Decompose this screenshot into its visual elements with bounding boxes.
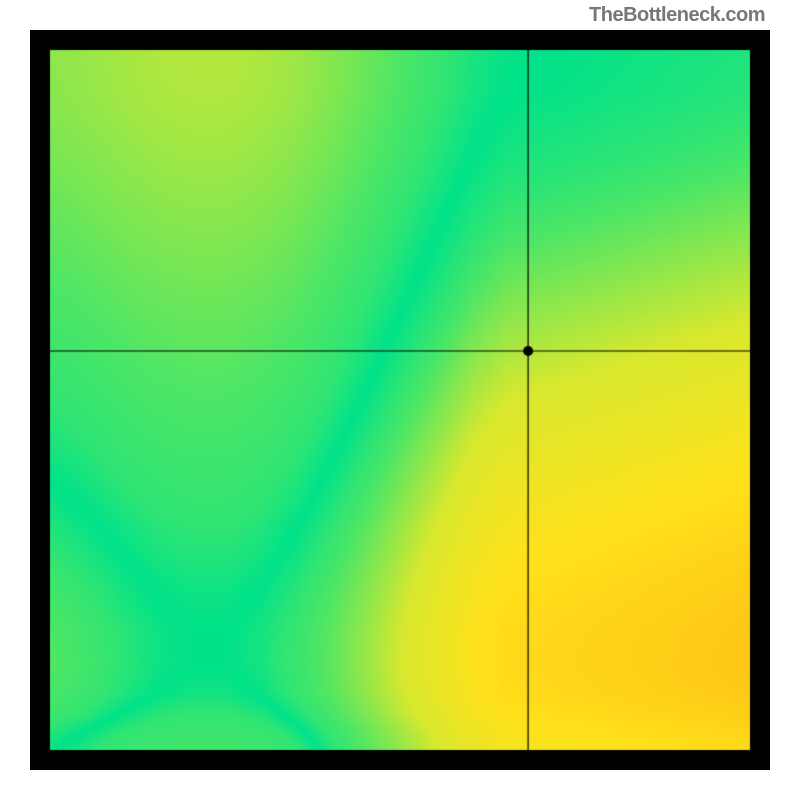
chart-container: TheBottleneck.com	[0, 0, 800, 800]
heatmap-canvas	[30, 30, 770, 770]
attribution-text: TheBottleneck.com	[589, 4, 765, 27]
